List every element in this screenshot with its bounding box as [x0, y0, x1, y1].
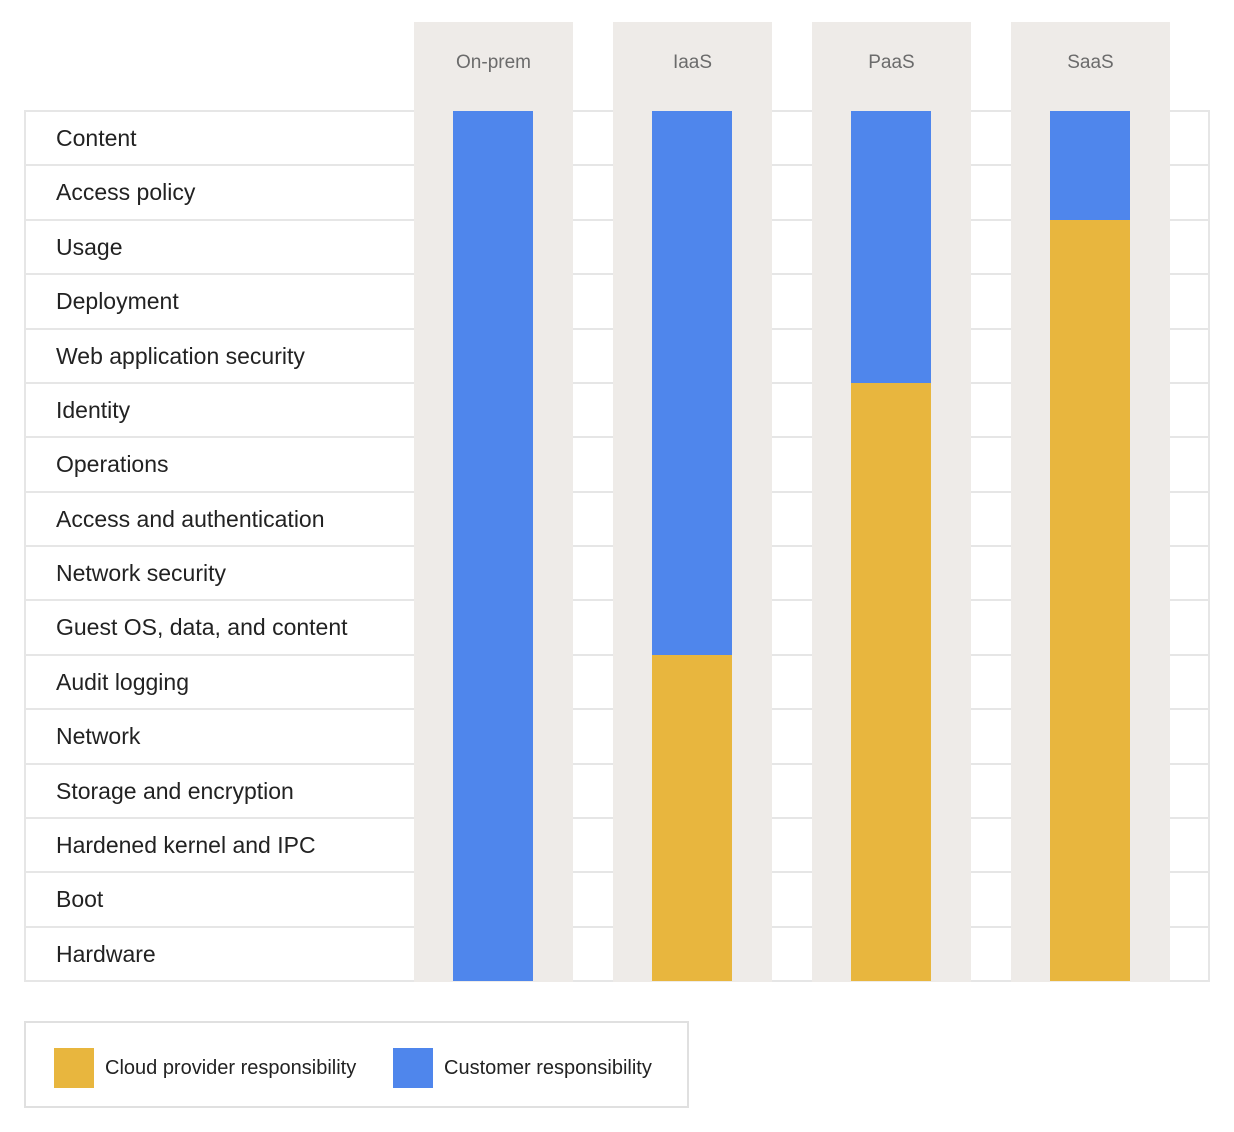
row-label: Network security	[56, 560, 226, 586]
row-label: Deployment	[56, 288, 179, 315]
legend: Cloud provider responsibility Customer r…	[24, 1021, 689, 1108]
bar-segment-customer	[851, 111, 931, 383]
bar-segment-customer	[652, 111, 732, 655]
bar-segment-customer	[453, 111, 533, 981]
legend-swatch-cloud	[54, 1048, 94, 1088]
legend-swatch-customer	[393, 1048, 433, 1088]
row-label: Content	[56, 125, 137, 151]
legend-label-cloud: Cloud provider responsibility	[105, 1057, 357, 1079]
row-label: Audit logging	[56, 668, 189, 695]
row-label: Identity	[56, 396, 131, 423]
column-header: On-prem	[456, 52, 531, 73]
row-label: Web application security	[56, 342, 305, 369]
column-header: SaaS	[1067, 52, 1114, 73]
row-label: Operations	[56, 451, 169, 478]
row-label: Hardware	[56, 940, 156, 967]
row-label: Access policy	[56, 179, 196, 206]
bar-segment-customer	[1050, 111, 1130, 220]
row-label: Usage	[56, 233, 123, 260]
bar-segment-cloud	[1050, 219, 1130, 981]
bar-segment-cloud	[851, 382, 931, 981]
legend-label-customer: Customer responsibility	[444, 1057, 652, 1079]
row-label: Network	[56, 723, 141, 750]
row-label: Access and authentication	[56, 505, 325, 532]
row-label: Guest OS, data, and content	[56, 614, 348, 641]
row-label: Boot	[56, 886, 104, 913]
column-header: IaaS	[672, 52, 713, 73]
row-label: Hardened kernel and IPC	[56, 831, 316, 858]
bar-segment-cloud	[652, 654, 732, 981]
column-header: PaaS	[868, 52, 915, 73]
row-label: Storage and encryption	[56, 777, 294, 804]
